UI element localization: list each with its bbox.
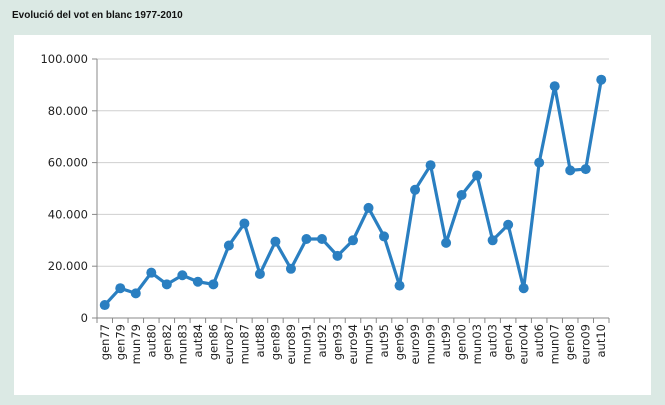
data-point [192, 276, 203, 287]
x-tick-label: gen00 [455, 324, 469, 360]
page-title: Evolució del vot en blanc 1977-2010 [12, 10, 183, 21]
x-tick-label: aut80 [144, 324, 158, 357]
data-point [348, 235, 358, 246]
y-axis: 0 20.000 40.000 60.000 80.000 100.000 [40, 52, 97, 325]
x-tick-label: euro09 [579, 324, 593, 365]
y-tick-label: 40.000 [48, 207, 88, 221]
data-point [285, 263, 296, 274]
data-point [332, 250, 343, 261]
data-point [596, 74, 607, 85]
data-point [115, 283, 126, 294]
data-point [425, 160, 436, 171]
data-point [99, 300, 110, 311]
data-point [534, 157, 545, 168]
x-tick-label: aut99 [439, 324, 453, 357]
data-point [549, 81, 560, 92]
data-point [487, 235, 498, 246]
data-point [270, 236, 281, 247]
x-tick-label: mun91 [299, 324, 313, 364]
data-point [441, 237, 452, 248]
series-line-path [103, 79, 603, 307]
data-point [301, 234, 312, 245]
data-point [518, 283, 529, 294]
series-line [103, 79, 603, 307]
x-tick-label: mun07 [548, 324, 562, 364]
data-point [394, 280, 405, 291]
data-point [410, 184, 421, 195]
x-tick-label: aut03 [486, 324, 500, 357]
y-tick-label: 20.000 [48, 259, 88, 273]
x-tick-label: aut92 [315, 324, 329, 357]
x-tick-label: euro99 [408, 324, 422, 365]
data-point [316, 234, 327, 245]
x-axis: gen77 gen79 mun79 aut80 gen82 mun83 aut84 gen86… [96, 59, 610, 365]
data-point [456, 189, 467, 200]
gridlines [97, 58, 609, 267]
data-point [146, 267, 157, 278]
x-tick-label: euro04 [517, 324, 531, 365]
data-point [161, 279, 172, 290]
data-point [254, 268, 265, 279]
x-tick-label: gen96 [393, 324, 407, 360]
x-tick-label: gen82 [160, 324, 174, 360]
data-point [208, 279, 219, 290]
data-point [239, 218, 250, 229]
x-tick-label: aut95 [377, 324, 391, 357]
data-point [130, 288, 141, 299]
x-tick-label: gen79 [113, 324, 127, 360]
y-tick-label: 60.000 [48, 156, 88, 170]
chart-panel: 0 20.000 40.000 60.000 80.000 100.000 gen77 ge… [14, 35, 651, 395]
x-tick-label: aut10 [594, 324, 608, 357]
data-point [379, 231, 390, 242]
x-tick-label: aut84 [191, 324, 205, 357]
data-point [565, 165, 576, 176]
data-point [223, 240, 234, 251]
x-tick-label: mun99 [424, 324, 438, 364]
x-tick-label: gen77 [98, 324, 112, 360]
x-tick-label: euro89 [284, 324, 298, 365]
y-tick-label: 100.000 [40, 52, 88, 66]
x-tick-label: aut88 [253, 324, 267, 357]
x-tick-label: mun03 [470, 324, 484, 364]
x-tick-label: mun83 [175, 324, 189, 364]
x-tick-label: mun95 [362, 324, 376, 364]
data-point [580, 164, 591, 175]
series-points [99, 74, 607, 311]
x-tick-label: gen86 [206, 324, 220, 360]
y-tick-label: 80.000 [48, 104, 88, 118]
x-tick-label: aut06 [532, 324, 546, 357]
x-tick-label: gen04 [501, 324, 515, 360]
x-tick-label: euro87 [222, 324, 236, 365]
x-tick-label: mun79 [129, 324, 143, 364]
data-point [177, 270, 188, 281]
x-tick-label: gen08 [563, 324, 577, 360]
x-tick-label: mun87 [237, 324, 251, 364]
x-tick-label: euro94 [346, 324, 360, 365]
x-tick-label: gen89 [268, 324, 282, 360]
data-point [503, 219, 514, 230]
y-tick-label: 0 [81, 311, 88, 325]
data-point [363, 202, 374, 213]
x-tick-label: gen93 [330, 324, 344, 360]
data-point [472, 170, 483, 181]
